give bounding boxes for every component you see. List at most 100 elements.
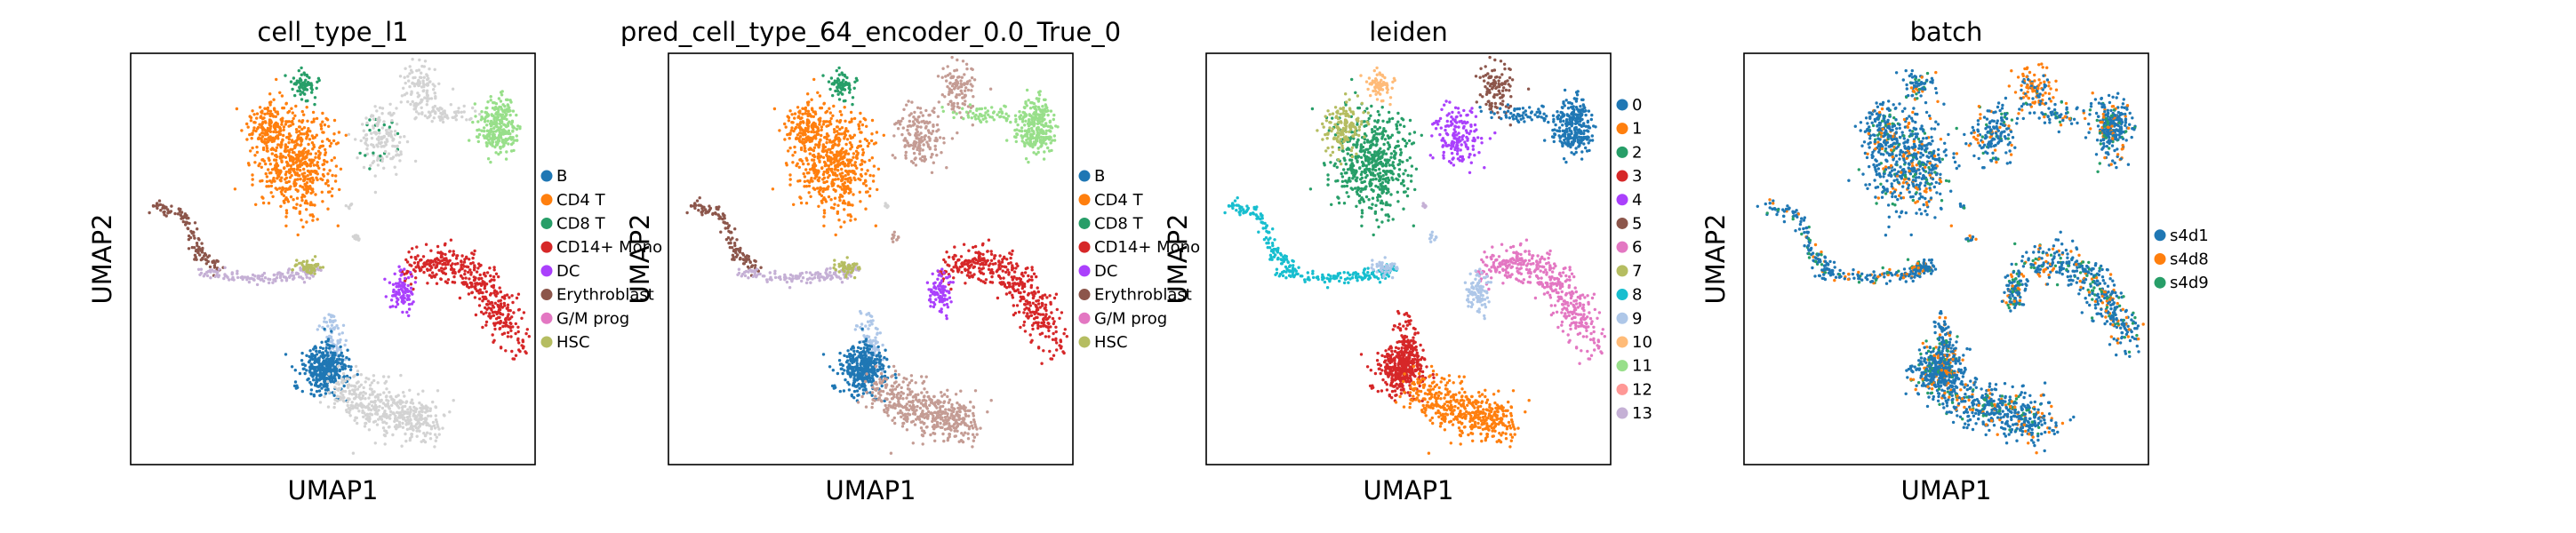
scatter-point bbox=[970, 76, 974, 80]
scatter-point bbox=[255, 150, 260, 155]
scatter-point bbox=[845, 271, 850, 274]
scatter-point bbox=[804, 202, 809, 205]
scatter-point bbox=[836, 84, 841, 88]
scatter-point bbox=[341, 389, 345, 393]
scatter-point bbox=[913, 122, 916, 126]
scatter-point bbox=[935, 130, 939, 133]
scatter-point bbox=[305, 369, 308, 372]
scatter-point bbox=[922, 143, 925, 147]
scatter-point bbox=[428, 80, 432, 84]
scatter-point bbox=[842, 84, 846, 87]
scatter-point bbox=[277, 132, 281, 136]
scatter-point bbox=[312, 378, 316, 382]
scatter-point bbox=[818, 117, 821, 121]
scatter-point bbox=[862, 116, 866, 121]
scatter-point bbox=[822, 215, 826, 219]
scatter-point bbox=[317, 78, 321, 83]
scatter-point bbox=[798, 131, 803, 135]
scatter-point bbox=[256, 274, 260, 278]
scatter-point bbox=[504, 98, 508, 102]
scatter-point bbox=[408, 72, 412, 76]
scatter-point bbox=[359, 139, 363, 143]
scatter-point bbox=[828, 173, 831, 178]
scatter-point bbox=[291, 140, 294, 144]
scatter-point bbox=[832, 128, 836, 131]
scatter-point bbox=[332, 376, 335, 379]
scatter-point bbox=[383, 149, 388, 154]
scatter-point bbox=[486, 100, 490, 104]
scatter-point bbox=[490, 113, 493, 116]
scatter-point bbox=[316, 218, 319, 221]
scatter-point bbox=[326, 405, 331, 409]
scatter-point bbox=[510, 294, 514, 298]
scatter-point bbox=[1029, 121, 1033, 125]
scatter-point bbox=[402, 301, 405, 305]
scatter-point bbox=[315, 349, 318, 353]
scatter-point bbox=[727, 242, 731, 245]
scatter-point bbox=[977, 277, 980, 281]
scatter-point bbox=[346, 400, 349, 404]
scatter-point bbox=[280, 160, 284, 163]
scatter-point bbox=[370, 381, 374, 385]
scatter-point bbox=[300, 186, 305, 189]
scatter-point bbox=[389, 135, 394, 139]
scatter-point bbox=[407, 79, 411, 83]
scatter-point bbox=[275, 77, 278, 82]
scatter-point bbox=[685, 211, 689, 215]
scatter-point bbox=[302, 179, 306, 183]
scatter-point bbox=[372, 407, 376, 410]
scatter-point bbox=[226, 275, 229, 279]
scatter-point bbox=[285, 163, 289, 168]
scatter-point bbox=[283, 166, 286, 170]
scatter-point bbox=[830, 151, 834, 155]
scatter-point bbox=[339, 338, 342, 342]
scatter-point bbox=[704, 211, 708, 215]
scatter-point bbox=[460, 115, 464, 119]
scatter-point bbox=[370, 387, 373, 391]
scatter-point bbox=[305, 260, 308, 264]
scatter-point bbox=[1024, 299, 1028, 303]
scatter-point bbox=[509, 142, 514, 147]
scatter-point bbox=[252, 277, 255, 281]
scatter-point bbox=[821, 143, 826, 147]
scatter-points bbox=[685, 55, 1069, 455]
scatter-point bbox=[1060, 311, 1064, 314]
legend-label: HSC bbox=[556, 333, 590, 352]
scatter-point bbox=[932, 124, 935, 128]
scatter-point bbox=[353, 388, 357, 392]
legend-label: G/M prog bbox=[556, 309, 629, 328]
scatter-point bbox=[407, 307, 412, 311]
scatter-point bbox=[511, 300, 515, 305]
scatter-point bbox=[275, 131, 278, 134]
scatter-point bbox=[837, 265, 841, 268]
scatter-point bbox=[304, 163, 308, 166]
scatter-point bbox=[952, 115, 956, 120]
scatter-point bbox=[1058, 344, 1061, 347]
scatter-point bbox=[286, 200, 291, 203]
scatter-point bbox=[200, 242, 204, 245]
scatter-point bbox=[1000, 265, 1004, 268]
scatter-point bbox=[334, 344, 338, 348]
scatter-point bbox=[920, 136, 924, 139]
scatter-point bbox=[866, 144, 870, 148]
scatter-point bbox=[398, 75, 403, 78]
scatter-point bbox=[1027, 99, 1030, 102]
scatter-point bbox=[511, 109, 516, 113]
scatter-point bbox=[804, 271, 808, 274]
scatter-point bbox=[391, 144, 395, 148]
scatter-point bbox=[829, 158, 833, 162]
scatter-point bbox=[484, 106, 488, 110]
scatter-point bbox=[293, 171, 297, 174]
scatter-point bbox=[255, 127, 260, 131]
scatter-point bbox=[843, 88, 847, 91]
scatter-point bbox=[424, 243, 428, 246]
scatter-point bbox=[399, 150, 403, 154]
scatter-point bbox=[480, 115, 484, 119]
scatter-point bbox=[294, 206, 298, 211]
scatter-point bbox=[699, 203, 702, 207]
scatter-point bbox=[806, 103, 810, 107]
scatter-point bbox=[1036, 302, 1041, 306]
scatter-point bbox=[348, 206, 351, 211]
scatter-point bbox=[309, 265, 313, 268]
scatter-point bbox=[818, 123, 821, 126]
